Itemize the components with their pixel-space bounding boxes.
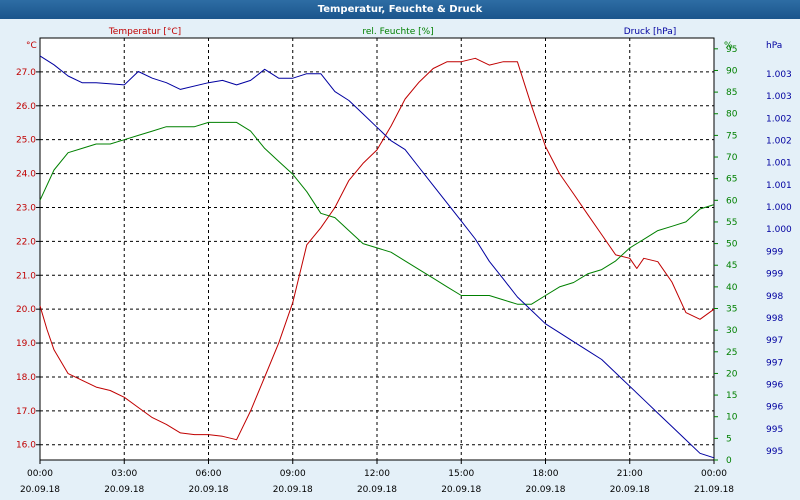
humidity-tick-label: 45 xyxy=(726,261,737,271)
x-tick-label-date: 20.09.18 xyxy=(188,485,228,495)
humidity-tick-label: 50 xyxy=(726,240,738,250)
grid-lines xyxy=(36,38,718,464)
temperature-tick-label: 27.0 xyxy=(16,68,36,78)
x-tick-label-time: 21:00 xyxy=(617,469,643,479)
x-tick-label-time: 15:00 xyxy=(448,469,474,479)
temperature-series-line xyxy=(39,57,715,441)
pressure-tick-label: 1.001 xyxy=(766,181,792,191)
x-tick-label-time: 03:00 xyxy=(111,469,137,479)
humidity-tick-label: 95 xyxy=(726,45,737,55)
humidity-tick-label: 65 xyxy=(726,175,737,185)
pressure-tick-label: 1.001 xyxy=(766,159,792,169)
chart-title-bar: Temperatur, Feuchte & Druck xyxy=(0,0,800,19)
pressure-axis-title: Druck [hPa] xyxy=(624,27,677,37)
pressure-tick-label: 1.002 xyxy=(766,114,792,124)
pressure-tick-label: 999 xyxy=(766,247,783,257)
axis-labels: 00:00 20.09.18 03:00 20.09.18 06:00 20.09.18 0… xyxy=(16,27,792,495)
temperature-tick-label: 16.0 xyxy=(16,441,36,451)
x-tick-label-date: 20.09.18 xyxy=(441,485,481,495)
temperature-unit-label: °C xyxy=(26,41,37,51)
humidity-tick-label: 20 xyxy=(726,369,738,379)
temperature-tick-label: 23.0 xyxy=(16,203,36,213)
humidity-series-line xyxy=(39,121,715,305)
x-tick-label-date: 20.09.18 xyxy=(357,485,397,495)
temperature-tick-label: 24.0 xyxy=(16,170,36,180)
humidity-tick-label: 15 xyxy=(726,391,737,401)
pressure-tick-label: 996 xyxy=(766,403,783,413)
pressure-tick-label: 998 xyxy=(766,292,783,302)
humidity-tick-label: 25 xyxy=(726,348,737,358)
temperature-tick-label: 17.0 xyxy=(16,407,36,417)
humidity-tick-label: 85 xyxy=(726,88,737,98)
temperature-tick-label: 19.0 xyxy=(16,339,36,349)
x-tick-label-time: 00:00 xyxy=(27,469,53,479)
humidity-tick-label: 55 xyxy=(726,218,737,228)
x-tick-label-time: 18:00 xyxy=(533,469,559,479)
series-lines xyxy=(39,55,715,459)
temperature-tick-label: 20.0 xyxy=(16,305,36,315)
temperature-tick-label: 21.0 xyxy=(16,271,36,281)
temperature-tick-label: 22.0 xyxy=(16,237,36,247)
pressure-tick-label: 1.000 xyxy=(766,203,792,213)
x-tick-label-date: 21.09.18 xyxy=(694,485,734,495)
humidity-tick-label: 75 xyxy=(726,131,737,141)
x-tick-label-time: 12:00 xyxy=(364,469,390,479)
pressure-series-line xyxy=(39,55,715,459)
x-tick-label-time: 09:00 xyxy=(280,469,306,479)
temperature-tick-label: 25.0 xyxy=(16,136,36,146)
pressure-tick-label: 1.000 xyxy=(766,225,792,235)
x-tick-label-time: 06:00 xyxy=(196,469,222,479)
pressure-tick-label: 998 xyxy=(766,314,783,324)
temperature-axis-title: Temperatur [°C] xyxy=(108,27,181,37)
humidity-tick-label: 70 xyxy=(726,153,738,163)
pressure-tick-label: 997 xyxy=(766,336,783,346)
x-tick-label-time: 00:00 xyxy=(701,469,727,479)
x-tick-label-date: 20.09.18 xyxy=(20,485,60,495)
x-tick-label-date: 20.09.18 xyxy=(610,485,650,495)
pressure-tick-label: 1.003 xyxy=(766,70,792,80)
pressure-unit-label: hPa xyxy=(766,41,782,51)
pressure-tick-label: 997 xyxy=(766,358,783,368)
pressure-tick-label: 995 xyxy=(766,425,783,435)
pressure-tick-label: 996 xyxy=(766,380,783,390)
humidity-tick-label: 60 xyxy=(726,196,738,206)
pressure-tick-label: 999 xyxy=(766,270,783,280)
temperature-tick-label: 26.0 xyxy=(16,102,36,112)
pressure-tick-label: 995 xyxy=(766,447,783,457)
humidity-tick-label: 40 xyxy=(726,283,738,293)
humidity-tick-label: 35 xyxy=(726,305,737,315)
temperature-tick-label: 18.0 xyxy=(16,373,36,383)
humidity-tick-label: 80 xyxy=(726,110,738,120)
humidity-tick-label: 90 xyxy=(726,66,738,76)
humidity-tick-label: 10 xyxy=(726,413,738,423)
x-tick-label-date: 20.09.18 xyxy=(104,485,144,495)
x-tick-label-date: 20.09.18 xyxy=(525,485,565,495)
x-tick-label-date: 20.09.18 xyxy=(273,485,313,495)
humidity-tick-label: 0 xyxy=(726,456,732,466)
humidity-tick-label: 30 xyxy=(726,326,738,336)
humidity-unit-label: % xyxy=(724,41,733,51)
humidity-axis-title: rel. Feuchte [%] xyxy=(362,27,433,37)
pressure-tick-label: 1.002 xyxy=(766,137,792,147)
pressure-tick-label: 1.003 xyxy=(766,92,792,102)
humidity-tick-label: 5 xyxy=(726,434,732,444)
